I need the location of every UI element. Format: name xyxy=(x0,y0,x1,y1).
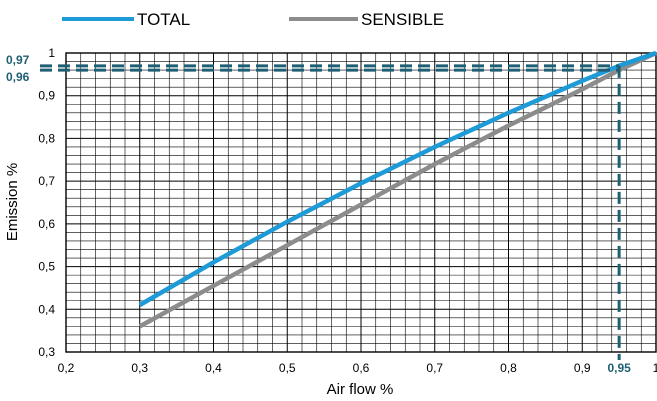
y-tick-label: 1 xyxy=(48,46,55,60)
x-tick-label: 0,6 xyxy=(353,361,370,375)
x-marker-label-background xyxy=(604,360,635,374)
x-tick-label: 0,9 xyxy=(574,361,591,375)
y-tick-label: 0,9 xyxy=(38,89,55,103)
legend-label-sensible: SENSIBLE xyxy=(361,10,444,29)
y-tick-label: 0,4 xyxy=(38,302,55,316)
legend: TOTAL SENSIBLE xyxy=(62,10,444,29)
y-marker-label: 0,96 xyxy=(6,70,30,84)
y-marker-label: 0,97 xyxy=(6,53,30,67)
x-tick-label: 0,2 xyxy=(58,361,75,375)
x-marker-label: 0,95 xyxy=(607,361,631,375)
y-tick-label: 0,5 xyxy=(38,260,55,274)
y-tick-label: 0,3 xyxy=(38,345,55,359)
x-tick-label: 0,8 xyxy=(500,361,517,375)
x-tick-label: 0,3 xyxy=(131,361,148,375)
legend-label-total: TOTAL xyxy=(137,10,190,29)
grid xyxy=(65,52,657,353)
tick-labels: 0,2 0,3 0,4 0,5 0,6 0,7 0,8 0,9 10,30,40,50,60,7… xyxy=(38,46,657,375)
plot-frame xyxy=(65,52,657,353)
x-tick-label: 1 xyxy=(653,361,657,375)
x-tick-label: 0,4 xyxy=(205,361,222,375)
y-tick-label: 0,6 xyxy=(38,217,55,231)
y-tick-label: 0,8 xyxy=(38,131,55,145)
y-axis-title: Emission % xyxy=(4,163,21,241)
x-tick-label: 0,5 xyxy=(279,361,296,375)
annotation-layer: 0,95 0,97 0,96 xyxy=(6,53,635,375)
y-tick-label: 0,7 xyxy=(38,174,55,188)
x-tick-label: 0,7 xyxy=(426,361,443,375)
x-axis-title: Air flow % xyxy=(327,381,394,398)
series-line-sensible xyxy=(138,50,657,329)
